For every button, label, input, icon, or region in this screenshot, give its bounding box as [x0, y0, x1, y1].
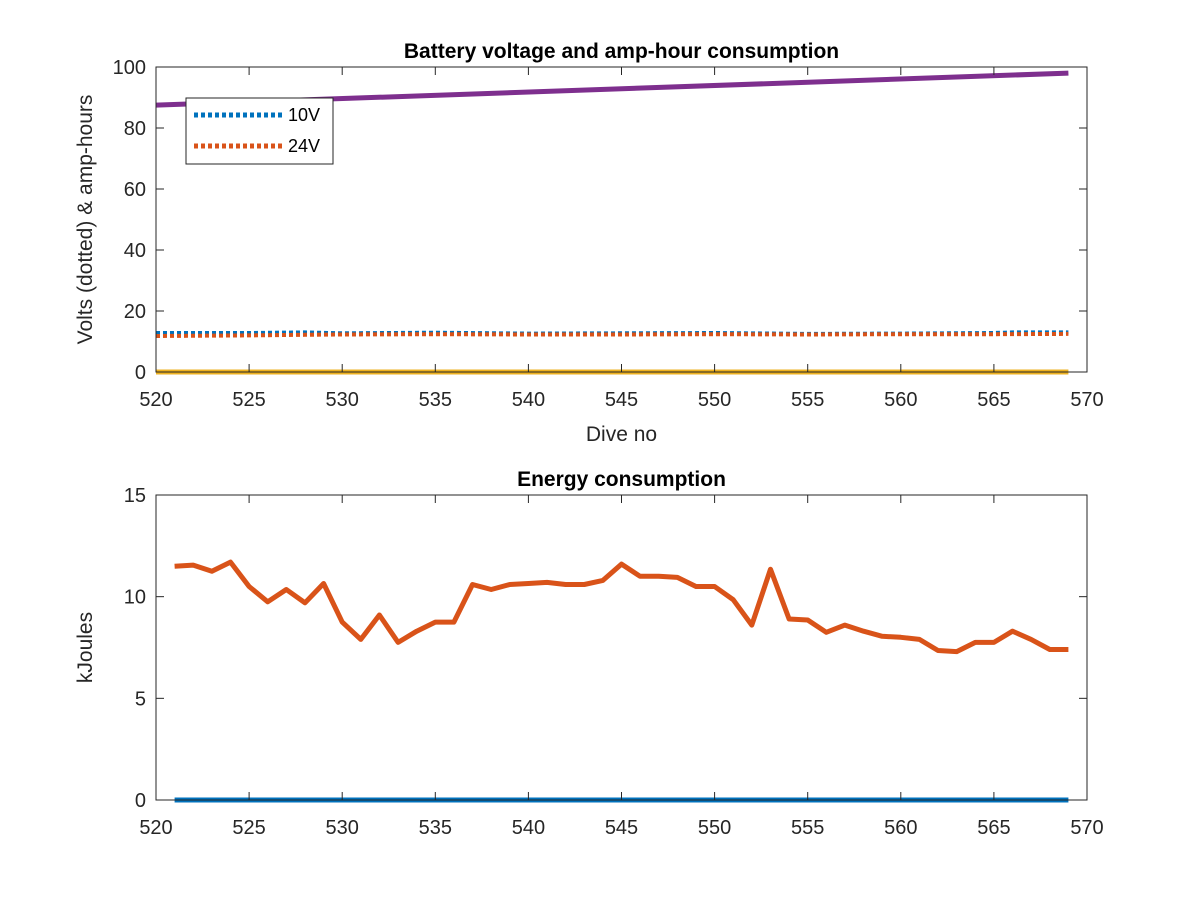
x-tick-label: 545 [605, 817, 638, 839]
x-tick-label: 560 [884, 817, 917, 839]
legend-label-10v: 10V [288, 105, 320, 125]
series-line-unnamed-0 [174, 559, 1069, 655]
energy-chart-ticks: 520 525 530 535 540 545 550 555 560 565 570 0 5 10 15 [124, 485, 1104, 839]
x-tick-label: 560 [884, 389, 917, 411]
energy-consumption-chart: 520 525 530 535 540 545 550 555 560 565 570051015 … [74, 468, 1104, 839]
x-tick-label: 530 [326, 817, 359, 839]
voltage-chart-title: Battery voltage and amp-hour consumption [404, 40, 839, 63]
x-tick-label: 570 [1070, 817, 1103, 839]
y-tick-label: 20 [124, 301, 146, 323]
x-tick-label: 545 [605, 389, 638, 411]
voltage-chart-y-axis-label: Volts (dotted) & amp-hours [74, 95, 97, 345]
legend-label-24v: 24V [288, 136, 320, 156]
y-tick-label: 80 [124, 118, 146, 140]
x-tick-label: 540 [512, 389, 545, 411]
x-tick-label: 530 [326, 389, 359, 411]
voltage-amphour-chart: 520 525 530 535 540 545 550 555 560 565 570 0 20 40 60… [74, 40, 1104, 446]
x-tick-label: 525 [232, 817, 265, 839]
y-tick-label: 15 [124, 485, 146, 507]
x-tick-label: 570 [1070, 389, 1103, 411]
x-tick-label: 525 [232, 389, 265, 411]
x-tick-label: 550 [698, 389, 731, 411]
legend-box [185, 97, 334, 165]
x-tick-label: 520 [139, 817, 172, 839]
x-tick-label: 540 [512, 817, 545, 839]
y-tick-label: 10 [124, 587, 146, 609]
y-tick-label: 0 [135, 362, 146, 384]
energy-chart-y-axis-label: kJoules [74, 612, 97, 683]
y-tick-label: 0 [135, 790, 146, 812]
voltage-chart-ticks: 520 525 530 535 540 545 550 555 560 565 570 0 20 40 60… [113, 57, 1104, 411]
x-tick-label: 535 [419, 389, 452, 411]
x-tick-label: 520 [139, 389, 172, 411]
energy-chart-title: Energy consumption [517, 468, 726, 491]
y-tick-label: 5 [135, 688, 146, 710]
y-tick-label: 40 [124, 240, 146, 262]
x-tick-label: 565 [977, 389, 1010, 411]
y-tick-label: 100 [113, 57, 146, 79]
x-tick-label: 555 [791, 389, 824, 411]
x-tick-label: 535 [419, 817, 452, 839]
y-tick-label: 60 [124, 179, 146, 201]
x-tick-label: 550 [698, 817, 731, 839]
voltage-chart-x-axis-label: Dive no [586, 423, 657, 446]
voltage-chart-legend: 10V 24V [185, 97, 334, 165]
x-tick-label: 565 [977, 817, 1010, 839]
x-tick-label: 555 [791, 817, 824, 839]
